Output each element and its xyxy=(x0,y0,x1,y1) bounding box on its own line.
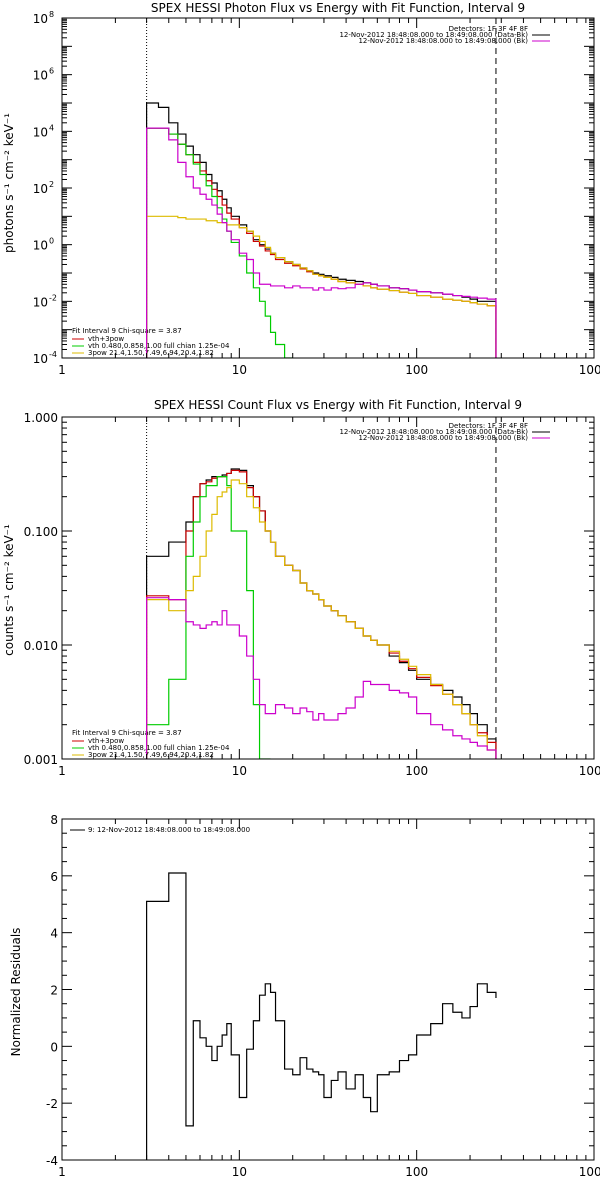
series-1-0 xyxy=(146,468,497,759)
photon-panel-title: SPEX HESSI Photon Flux vs Energy with Fi… xyxy=(151,1,525,15)
count-legend-bk: 12-Nov-2012 18:48:08.000 to 18:49:08.000… xyxy=(358,434,528,442)
series-0-4 xyxy=(146,127,497,358)
y-tick-exponent: 6 xyxy=(49,67,54,76)
photon-flux-panel: SPEX HESSI Photon Flux vs Energy with Fi… xyxy=(2,1,600,377)
series-0-2 xyxy=(146,127,293,358)
y-tick-label: 10 xyxy=(33,69,48,83)
plot-frame xyxy=(61,17,595,359)
y-tick-exponent: 8 xyxy=(49,10,54,19)
photon-legend-vth3pow: vth+3pow xyxy=(88,335,124,343)
photon-legend-top: Detectors: 1F 3F 4F 8F 12-Nov-2012 18:48… xyxy=(339,25,550,45)
x-tick-label: 10 xyxy=(232,363,247,377)
y-tick-label: 10 xyxy=(33,295,48,309)
y-tick-label: 0 xyxy=(50,1040,58,1054)
residuals-legend-label: 9: 12-Nov-2012 18:48:08.000 to 18:49:08.… xyxy=(88,826,250,834)
residuals-y-axis-label: Normalized Residuals xyxy=(9,928,23,1057)
photon-legend-data: 12-Nov-2012 18:48:08.000 to 18:49:08.000… xyxy=(339,31,528,39)
photon-legend-bk: 12-Nov-2012 18:48:08.000 to 18:49:08.000… xyxy=(358,37,528,45)
series-1-3 xyxy=(146,479,497,759)
photon-legend-3pow: 3pow 21.4,1.50,7.49,6.94,20.4,1.82 xyxy=(88,349,214,357)
series-1-2 xyxy=(146,476,271,759)
count-panel-title: SPEX HESSI Count Flux vs Energy with Fit… xyxy=(154,398,522,412)
plot-frame xyxy=(61,416,595,760)
x-tick-label: 1 xyxy=(58,363,66,377)
y-tick-exponent: 4 xyxy=(49,123,54,132)
photon-legend-detectors: Detectors: 1F 3F 4F 8F xyxy=(449,25,528,33)
x-tick-label: 100 xyxy=(405,1165,428,1179)
y-tick-label: 0.010 xyxy=(24,639,58,653)
x-tick-label: 10 xyxy=(232,764,247,778)
count-legend-vth: vth 0.480,0.858,1.00 full chian 1.25e-04 xyxy=(88,744,230,752)
count-legend-detectors: Detectors: 1F 3F 4F 8F xyxy=(449,422,528,430)
series-2-0 xyxy=(146,872,497,1160)
x-tick-label: 1 xyxy=(58,764,66,778)
count-legend-top: Detectors: 1F 3F 4F 8F 12-Nov-2012 18:48… xyxy=(339,422,550,442)
photon-legend-bottom: Fit Interval 9 Chi-square = 3.87 vth+3po… xyxy=(72,327,230,357)
y-tick-label: -4 xyxy=(46,1154,58,1168)
y-tick-label: 4 xyxy=(50,927,58,941)
y-tick-label: 8 xyxy=(50,813,58,827)
count-legend-bottom: Fit Interval 9 Chi-square = 3.87 vth+3po… xyxy=(72,729,230,759)
series-1-4 xyxy=(146,597,497,759)
y-tick-label: 10 xyxy=(33,182,48,196)
y-tick-label: 10 xyxy=(33,12,48,26)
x-tick-label: 10 xyxy=(232,1165,247,1179)
count-legend-data: 12-Nov-2012 18:48:08.000 to 18:49:08.000… xyxy=(339,428,528,436)
series-0-0 xyxy=(146,102,497,358)
y-tick-label: -2 xyxy=(46,1097,58,1111)
y-tick-label: 10 xyxy=(33,239,48,253)
series-0-3 xyxy=(146,215,497,358)
y-tick-label: 0.100 xyxy=(24,525,58,539)
y-tick-exponent: -4 xyxy=(49,350,57,359)
y-tick-label: 0.001 xyxy=(24,753,58,767)
y-tick-exponent: 0 xyxy=(49,237,54,246)
y-tick-exponent: 2 xyxy=(49,180,54,189)
series-1-1 xyxy=(146,469,497,759)
x-tick-label: 100 xyxy=(405,764,428,778)
x-tick-label: 100 xyxy=(405,363,428,377)
count-flux-panel: SPEX HESSI Count Flux vs Energy with Fit… xyxy=(2,398,600,778)
series-0-1 xyxy=(146,127,497,358)
x-tick-label: 1 xyxy=(58,1165,66,1179)
residuals-panel: Normalized Residuals 9: 12-Nov-2012 18:4… xyxy=(9,813,600,1179)
count-legend-vth3pow: vth+3pow xyxy=(88,737,124,745)
y-tick-label: 6 xyxy=(50,870,58,884)
y-tick-label: 10 xyxy=(33,352,48,366)
residuals-legend: 9: 12-Nov-2012 18:48:08.000 to 18:49:08.… xyxy=(70,826,250,834)
y-tick-label: 2 xyxy=(50,984,58,998)
count-legend-fit: Fit Interval 9 Chi-square = 3.87 xyxy=(72,729,182,737)
y-tick-label: 10 xyxy=(33,125,48,139)
y-tick-label: 1.000 xyxy=(24,411,58,425)
count-legend-3pow: 3pow 21.4,1.50,7.49,6.94,20.4,1.82 xyxy=(88,751,214,759)
photon-legend-fit: Fit Interval 9 Chi-square = 3.87 xyxy=(72,327,182,335)
plot-frame xyxy=(61,818,595,1161)
count-y-axis-label: counts s⁻¹ cm⁻² keV⁻¹ xyxy=(2,524,16,656)
photon-legend-vth: vth 0.480,0.858,1.00 full chian 1.25e-04 xyxy=(88,342,230,350)
photon-y-axis-label: photons s⁻¹ cm⁻² keV⁻¹ xyxy=(2,113,16,253)
y-tick-exponent: -2 xyxy=(49,293,57,302)
